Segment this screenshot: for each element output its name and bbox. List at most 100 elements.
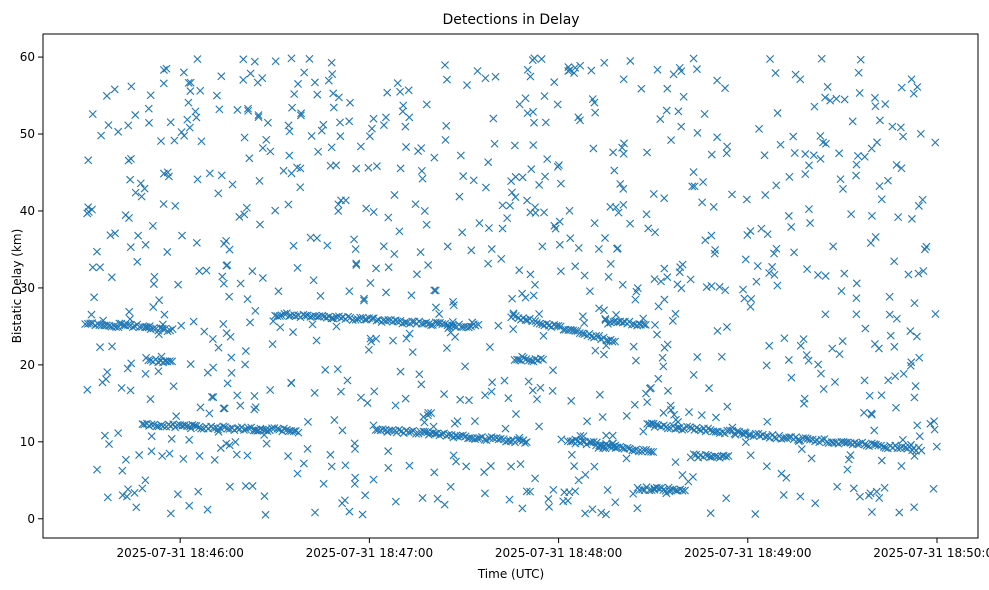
- detection-point: [93, 465, 102, 474]
- detection-point: [529, 141, 538, 150]
- detection-point: [285, 151, 294, 160]
- detection-point: [125, 307, 134, 316]
- detection-point: [289, 328, 298, 337]
- detection-point: [416, 248, 425, 257]
- detection-point: [518, 504, 527, 513]
- detection-point: [471, 435, 480, 444]
- detection-point: [288, 103, 297, 112]
- detection-point: [931, 309, 940, 318]
- detection-point: [448, 318, 457, 326]
- detection-point: [705, 384, 714, 393]
- detection-point: [773, 281, 782, 290]
- detection-point: [722, 149, 731, 158]
- detection-point: [383, 88, 392, 97]
- detection-point: [707, 281, 716, 290]
- detection-point: [866, 239, 875, 248]
- detection-point: [856, 55, 865, 64]
- detection-point: [536, 354, 545, 363]
- detection-point: [671, 415, 680, 424]
- detection-point: [144, 104, 153, 113]
- detection-point: [819, 138, 828, 147]
- detection-point: [340, 496, 349, 505]
- detection-point: [579, 432, 588, 441]
- detection-point: [914, 201, 923, 210]
- detection-point: [260, 430, 269, 439]
- detection-point: [481, 74, 490, 83]
- detection-point: [644, 224, 653, 233]
- detection-point: [205, 409, 214, 418]
- detection-point: [99, 316, 108, 325]
- detection-point: [511, 193, 520, 202]
- detection-point: [904, 270, 913, 279]
- detection-point: [383, 427, 392, 436]
- detection-point: [545, 502, 554, 511]
- detection-point: [367, 337, 376, 346]
- detection-point: [916, 129, 925, 138]
- detection-point: [317, 126, 326, 135]
- detection-point: [205, 169, 214, 178]
- detection-point: [913, 82, 922, 91]
- detection-point: [576, 431, 585, 440]
- detection-point: [248, 481, 257, 490]
- detection-point: [860, 440, 869, 449]
- detection-point: [193, 55, 202, 64]
- detection-point: [854, 68, 863, 77]
- detection-point: [821, 272, 830, 281]
- detection-point: [723, 142, 732, 151]
- detection-point: [258, 274, 267, 283]
- detection-point: [442, 121, 451, 130]
- detection-point: [811, 499, 820, 508]
- detection-point: [677, 122, 686, 131]
- detection-point: [641, 320, 650, 329]
- detection-point: [659, 421, 668, 430]
- detection-point: [254, 111, 263, 120]
- detection-point: [162, 64, 171, 73]
- detection-point: [430, 286, 439, 295]
- detection-point: [522, 355, 531, 364]
- detection-point: [853, 439, 862, 448]
- detection-point: [840, 269, 849, 278]
- detection-point: [152, 422, 161, 431]
- detection-point: [147, 420, 156, 429]
- detection-point: [326, 450, 335, 459]
- detection-point: [346, 98, 354, 107]
- detection-point: [816, 369, 825, 378]
- detection-point: [111, 229, 120, 238]
- detection-point: [588, 505, 597, 514]
- detection-point: [214, 189, 223, 198]
- detection-point: [184, 78, 193, 87]
- detection-point: [817, 54, 826, 63]
- detection-point: [692, 65, 701, 74]
- detection-point: [149, 280, 158, 289]
- detection-point: [762, 462, 771, 471]
- detection-point: [663, 424, 672, 433]
- detection-point: [329, 89, 338, 98]
- detection-point: [242, 203, 251, 212]
- detection-point: [567, 396, 576, 405]
- detection-point: [667, 136, 676, 145]
- detection-point: [503, 214, 512, 223]
- detection-point: [523, 65, 532, 74]
- detection-point: [722, 452, 731, 461]
- detection-point: [535, 180, 544, 189]
- detection-point: [159, 65, 168, 74]
- detection-point: [327, 462, 336, 471]
- detection-point: [217, 72, 226, 81]
- detection-point: [608, 337, 617, 346]
- detection-point: [390, 190, 399, 199]
- detection-point: [103, 368, 112, 377]
- detection-point: [233, 105, 242, 114]
- detection-point: [530, 118, 538, 127]
- detection-point: [484, 158, 493, 167]
- detection-point: [183, 422, 192, 431]
- detection-point: [279, 166, 288, 175]
- detection-point: [184, 98, 193, 107]
- detection-point: [595, 304, 604, 313]
- detection-point: [626, 219, 635, 228]
- detection-point: [595, 390, 604, 399]
- detection-point: [294, 79, 302, 88]
- detection-point: [647, 447, 655, 456]
- detection-point: [603, 486, 612, 495]
- detection-point: [533, 395, 542, 404]
- detection-point: [683, 422, 692, 431]
